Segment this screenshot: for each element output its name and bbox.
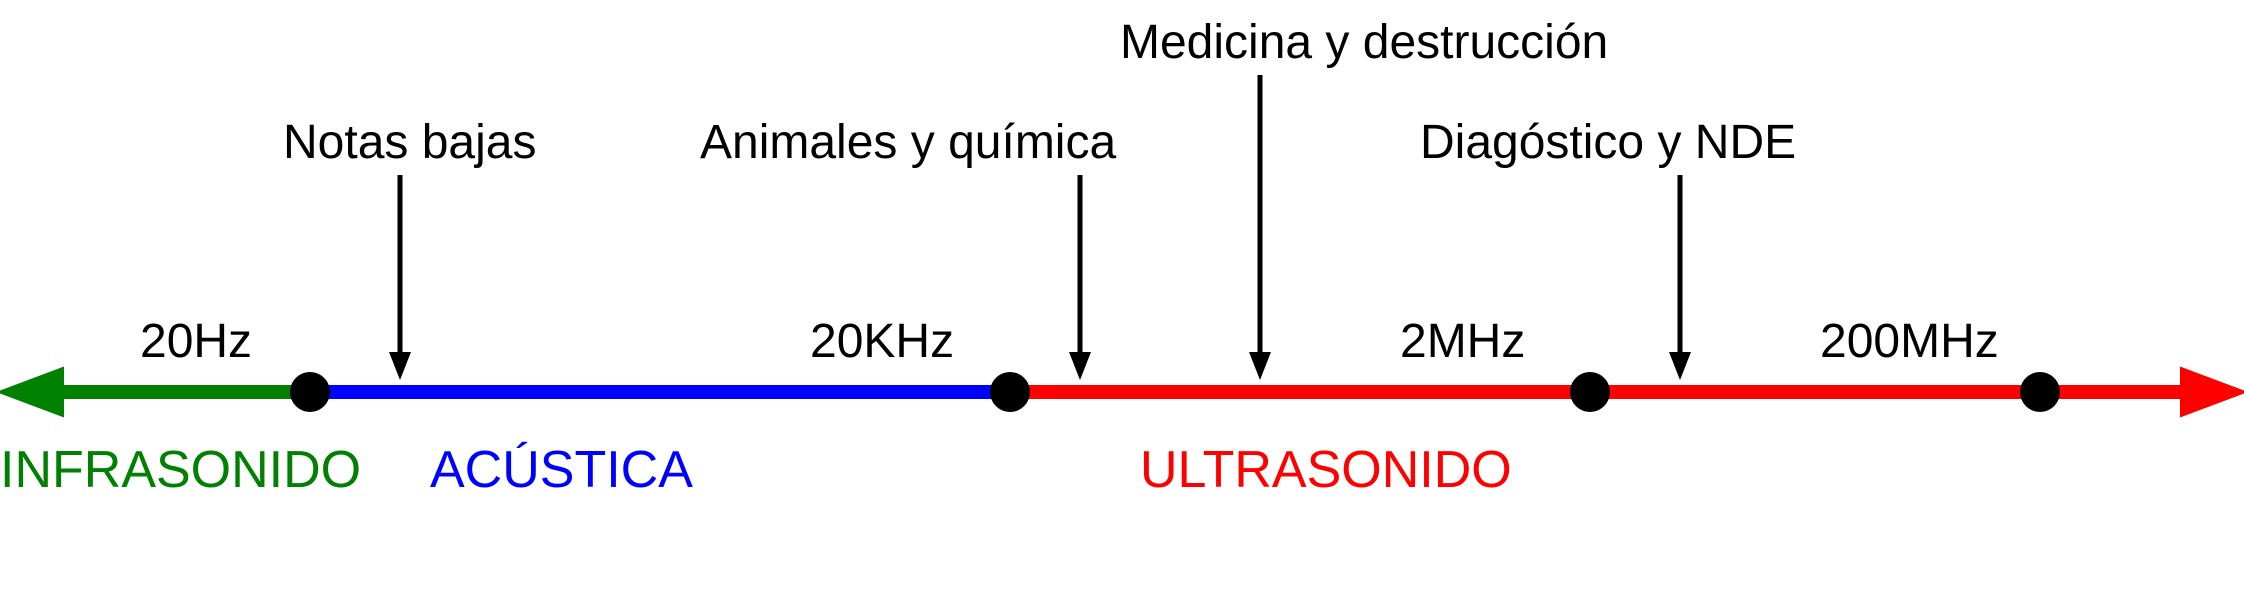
callout-diagostico-y-nde: Diagóstico y NDE	[1420, 115, 1796, 170]
tick-2mhz	[1570, 372, 1610, 412]
tick-200mhz	[2020, 372, 2060, 412]
callout-arrowhead-diagostico-y-nde	[1669, 352, 1691, 380]
tick-label-200mhz: 200MHz	[1820, 314, 1999, 369]
callout-animales-y-quimica: Animales y química	[700, 115, 1116, 170]
acustica-label: ACÚSTICA	[430, 440, 693, 500]
callout-arrowhead-animales-y-quimica	[1069, 352, 1091, 380]
callout-arrowhead-medicina-y-destruccion	[1249, 352, 1271, 380]
callout-arrowhead-notas-bajas	[389, 352, 411, 380]
ultrasonido-label: ULTRASONIDO	[1140, 440, 1512, 500]
tick-20hz	[290, 372, 330, 412]
tick-label-20khz: 20KHz	[810, 314, 954, 369]
spectrum-svg	[0, 0, 2244, 600]
callout-notas-bajas: Notas bajas	[283, 115, 536, 170]
sound-spectrum-diagram: INFRASONIDO ACÚSTICA ULTRASONIDO 20Hz 20…	[0, 0, 2244, 600]
axis-right-arrow	[2180, 367, 2244, 418]
tick-20khz	[990, 372, 1030, 412]
tick-label-2mhz: 2MHz	[1400, 314, 1525, 369]
callout-medicina-y-destruccion: Medicina y destrucción	[1120, 15, 1608, 70]
axis-left-arrow	[0, 367, 64, 418]
tick-label-20hz: 20Hz	[140, 314, 252, 369]
infrasonido-label: INFRASONIDO	[0, 440, 361, 500]
